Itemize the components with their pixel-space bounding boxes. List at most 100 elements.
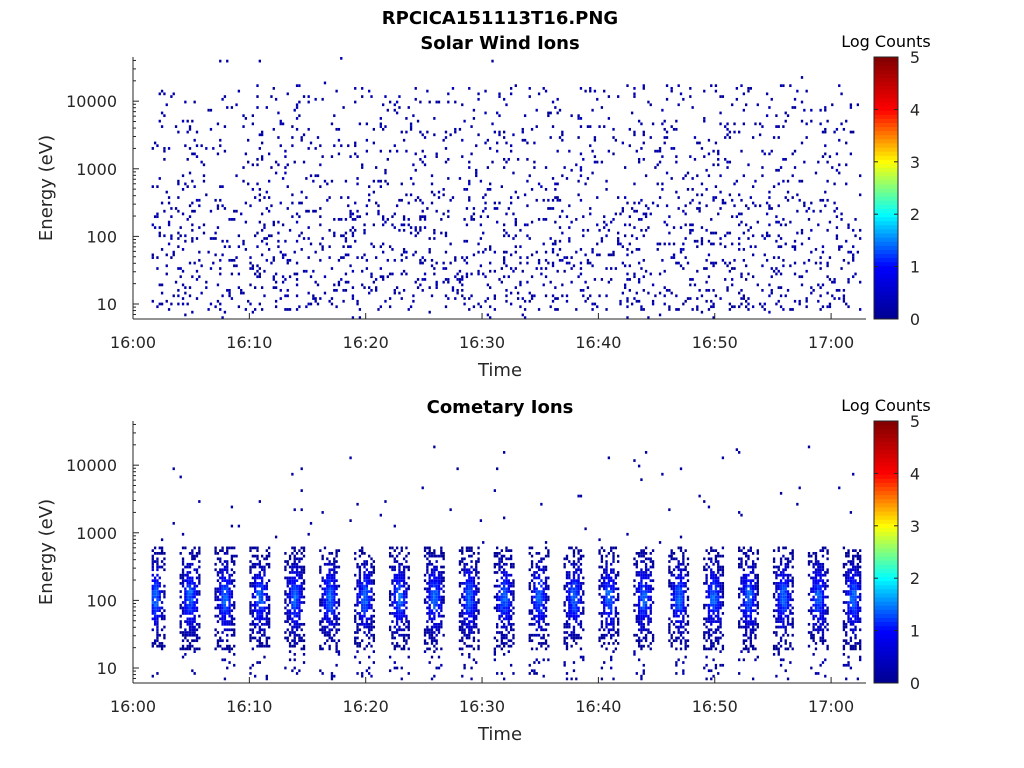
heatmap-cell xyxy=(260,308,264,311)
heatmap-cell xyxy=(335,601,338,604)
heatmap-cell xyxy=(256,106,259,109)
heatmap-cell xyxy=(551,207,555,210)
heatmap-cell xyxy=(765,114,769,118)
heatmap-cell xyxy=(216,152,220,156)
heatmap-cell xyxy=(421,278,424,281)
heatmap-cell xyxy=(293,609,296,613)
heatmap-cell xyxy=(295,625,299,629)
heatmap-cell xyxy=(267,620,271,623)
heatmap-cell xyxy=(307,147,310,150)
heatmap-cell xyxy=(254,587,257,591)
heatmap-cell xyxy=(544,250,548,254)
heatmap-cell xyxy=(314,174,317,178)
heatmap-cell xyxy=(642,552,645,555)
heatmap-cell xyxy=(640,595,643,599)
heatmap-cell xyxy=(582,628,585,632)
heatmap-cell xyxy=(258,562,261,566)
heatmap-cell xyxy=(670,87,673,90)
heatmap-cell xyxy=(151,603,154,607)
heatmap-cell xyxy=(181,579,185,583)
heatmap-cell xyxy=(756,103,759,107)
heatmap-cell xyxy=(810,286,813,289)
heatmap-cell xyxy=(719,95,722,98)
heatmap-cell xyxy=(456,272,459,276)
heatmap-cell xyxy=(442,193,445,197)
heatmap-cell xyxy=(184,144,187,148)
heatmap-cell xyxy=(156,215,159,219)
heatmap-cell xyxy=(644,609,648,613)
heatmap-cell xyxy=(745,278,748,281)
colorbar-segment xyxy=(874,89,898,95)
heatmap-cell xyxy=(633,272,636,276)
heatmap-cell xyxy=(249,204,252,208)
heatmap-cell xyxy=(333,231,336,235)
heatmap-cell xyxy=(388,655,392,659)
heatmap-cell xyxy=(468,598,471,602)
heatmap-cell xyxy=(398,198,401,202)
heatmap-cell xyxy=(472,658,476,662)
heatmap-cell xyxy=(295,220,299,224)
heatmap-cell xyxy=(226,584,229,588)
x-axis-label: Time xyxy=(477,724,522,745)
heatmap-cell xyxy=(530,639,534,643)
heatmap-cell xyxy=(635,291,638,295)
heatmap-cell xyxy=(330,587,334,591)
heatmap-cell xyxy=(544,258,548,262)
heatmap-cell xyxy=(407,568,410,572)
heatmap-cell xyxy=(617,622,620,626)
heatmap-cell xyxy=(528,663,531,667)
heatmap-cell xyxy=(181,248,185,251)
heatmap-cell xyxy=(623,286,627,289)
heatmap-cell xyxy=(370,579,373,583)
heatmap-cell xyxy=(572,579,576,583)
heatmap-cell xyxy=(440,606,443,610)
heatmap-cell xyxy=(700,193,704,197)
heatmap-cell xyxy=(356,595,359,599)
heatmap-cell xyxy=(514,84,517,88)
heatmap-cell xyxy=(568,149,571,153)
heatmap-cell xyxy=(368,666,371,670)
heatmap-cell xyxy=(288,571,292,574)
heatmap-cell xyxy=(372,179,376,183)
heatmap-cell xyxy=(496,592,499,596)
heatmap-cell xyxy=(472,606,476,610)
heatmap-cell xyxy=(712,196,715,199)
heatmap-cell xyxy=(791,196,794,199)
heatmap-cell xyxy=(516,157,520,161)
heatmap-cell xyxy=(489,245,492,249)
heatmap-cell xyxy=(300,595,303,599)
heatmap-cell xyxy=(423,226,427,229)
heatmap-cell xyxy=(342,106,345,109)
heatmap-cell xyxy=(319,598,322,602)
heatmap-cell xyxy=(423,631,427,634)
heatmap-cell xyxy=(586,297,590,300)
heatmap-cell xyxy=(321,601,324,604)
heatmap-cell xyxy=(565,672,569,675)
heatmap-cell xyxy=(319,620,322,623)
heatmap-cell xyxy=(349,519,352,522)
heatmap-cell xyxy=(458,269,462,273)
heatmap-cell xyxy=(165,103,168,107)
heatmap-cell xyxy=(607,628,611,632)
heatmap-cell xyxy=(568,617,571,621)
heatmap-cell xyxy=(368,291,371,295)
heatmap-cell xyxy=(428,617,431,621)
heatmap-cell xyxy=(426,625,429,629)
heatmap-cell xyxy=(256,95,259,98)
heatmap-cell xyxy=(195,155,199,158)
heatmap-cell xyxy=(565,294,569,298)
heatmap-cell xyxy=(279,122,282,126)
heatmap-cell xyxy=(326,614,329,618)
heatmap-cell xyxy=(433,584,436,588)
heatmap-cell xyxy=(228,598,231,602)
heatmap-cell xyxy=(188,571,192,574)
heatmap-cell xyxy=(209,237,213,240)
heatmap-cell xyxy=(610,612,613,615)
heatmap-cell xyxy=(493,658,497,662)
heatmap-cell xyxy=(393,584,396,588)
heatmap-cell xyxy=(859,228,862,232)
heatmap-cell xyxy=(717,149,720,153)
heatmap-cell xyxy=(572,633,576,637)
heatmap-cell xyxy=(570,633,573,637)
heatmap-cell xyxy=(719,207,722,210)
